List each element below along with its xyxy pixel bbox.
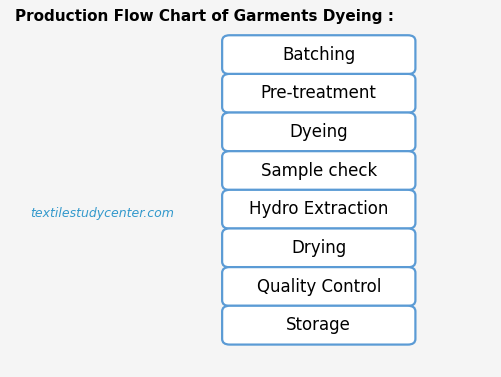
Text: Sample check: Sample check [260,162,376,179]
Text: Drying: Drying [291,239,346,257]
FancyBboxPatch shape [222,151,415,190]
FancyBboxPatch shape [222,190,415,228]
FancyBboxPatch shape [222,74,415,113]
FancyBboxPatch shape [222,267,415,306]
Text: Quality Control: Quality Control [256,277,380,296]
Text: textilestudycenter.com: textilestudycenter.com [30,207,174,219]
FancyBboxPatch shape [222,306,415,345]
FancyBboxPatch shape [222,112,415,152]
Text: Production Flow Chart of Garments Dyeing :: Production Flow Chart of Garments Dyeing… [15,9,393,25]
FancyBboxPatch shape [222,35,415,74]
Text: Pre-treatment: Pre-treatment [261,84,376,102]
Text: Dyeing: Dyeing [289,123,347,141]
FancyBboxPatch shape [222,228,415,267]
Text: Storage: Storage [286,316,351,334]
Text: Hydro Extraction: Hydro Extraction [248,200,388,218]
Text: Batching: Batching [282,46,355,64]
